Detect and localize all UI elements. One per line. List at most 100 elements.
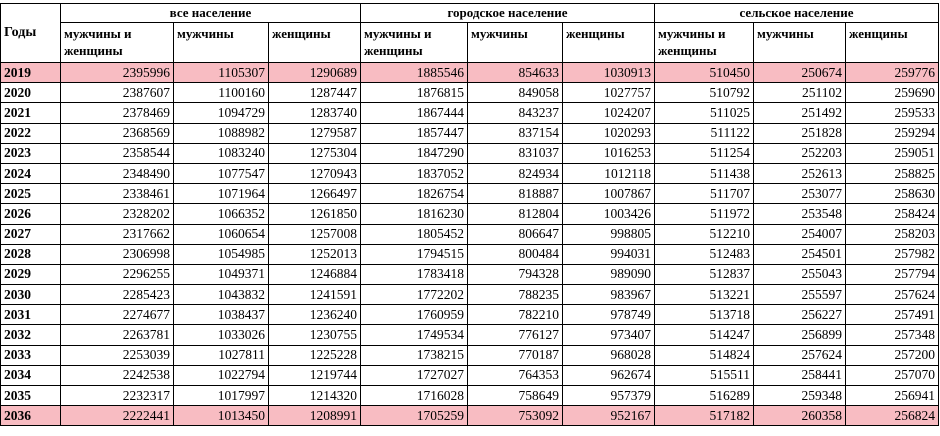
value-cell: 515511: [654, 364, 754, 387]
value-cell: 2285423: [60, 284, 174, 306]
value-cell: 800484: [467, 243, 563, 265]
value-cell: 1030913: [562, 61, 655, 84]
value-cell: 1283740: [268, 102, 361, 124]
value-cell: 1727027: [360, 364, 468, 387]
value-cell: 1003426: [562, 203, 655, 225]
value-cell: 2242538: [60, 364, 174, 387]
value-cell: 1257008: [268, 223, 361, 245]
value-cell: 255597: [753, 284, 846, 306]
value-cell: 259533: [845, 102, 939, 124]
value-cell: 2358544: [60, 142, 174, 164]
subheader-urban-both: мужчины и женщины: [360, 22, 468, 63]
value-cell: 2222441: [60, 405, 174, 427]
value-cell: 258441: [753, 364, 846, 387]
year-cell: 2019: [0, 61, 61, 84]
value-cell: 511438: [654, 162, 754, 185]
value-cell: 831037: [467, 142, 563, 164]
value-cell: 1716028: [360, 384, 468, 407]
value-cell: 1261850: [268, 203, 361, 225]
value-cell: 254501: [753, 243, 846, 265]
table-row: 2031 2274677 1038437 1236240 1760959 782210 97…: [0, 304, 939, 326]
value-cell: 511025: [654, 102, 754, 124]
value-cell: 259776: [845, 61, 939, 84]
value-cell: 1772202: [360, 284, 468, 306]
year-cell: 2035: [0, 384, 61, 407]
value-cell: 1083240: [173, 142, 269, 164]
value-cell: 260358: [753, 405, 846, 427]
value-cell: 1043832: [173, 284, 269, 306]
subheader-urban-women: женщины: [562, 22, 655, 63]
value-cell: 513718: [654, 304, 754, 326]
value-cell: 978749: [562, 304, 655, 326]
table-row: 2029 2296255 1049371 1246884 1783418 794328 98…: [0, 263, 939, 286]
value-cell: 251102: [753, 82, 846, 104]
value-cell: 770187: [467, 344, 563, 366]
value-cell: 1867444: [360, 102, 468, 124]
value-cell: 1876815: [360, 82, 468, 104]
value-cell: 1270943: [268, 162, 361, 185]
value-cell: 1007867: [562, 183, 655, 205]
value-cell: 259690: [845, 82, 939, 104]
value-cell: 251492: [753, 102, 846, 124]
value-cell: 1236240: [268, 304, 361, 326]
value-cell: 1219744: [268, 364, 361, 387]
value-cell: 1022794: [173, 364, 269, 387]
value-cell: 255043: [753, 263, 846, 286]
value-cell: 511707: [654, 183, 754, 205]
value-cell: 1105307: [173, 61, 269, 84]
year-cell: 2023: [0, 142, 61, 164]
value-cell: 776127: [467, 324, 563, 346]
value-cell: 2306998: [60, 243, 174, 265]
value-cell: 250674: [753, 61, 846, 84]
value-cell: 1016253: [562, 142, 655, 164]
value-cell: 2348490: [60, 162, 174, 185]
value-cell: 854633: [467, 61, 563, 84]
value-cell: 1088982: [173, 122, 269, 144]
subheader-total-women: женщины: [268, 22, 361, 63]
value-cell: 1816230: [360, 203, 468, 225]
value-cell: 2296255: [60, 263, 174, 286]
subheader-row: мужчины и женщины мужчины женщины мужчин…: [1, 22, 939, 63]
value-cell: 510450: [654, 61, 754, 84]
value-cell: 1012118: [562, 162, 655, 185]
value-cell: 782210: [467, 304, 563, 326]
value-cell: 257794: [845, 263, 939, 286]
value-cell: 983967: [562, 284, 655, 306]
table-row: 2026 2328202 1066352 1261850 1816230 812804 10…: [0, 203, 939, 225]
value-cell: 1246884: [268, 263, 361, 286]
value-cell: 258203: [845, 223, 939, 245]
value-cell: 1738215: [360, 344, 468, 366]
value-cell: 952167: [562, 405, 655, 427]
value-cell: 1013450: [173, 405, 269, 427]
value-cell: 962674: [562, 364, 655, 387]
table-row: 2022 2368569 1088982 1279587 1857447 837154 10…: [0, 122, 939, 144]
group-header-urban: городское население: [360, 3, 655, 23]
value-cell: 257348: [845, 324, 939, 346]
value-cell: 1805452: [360, 223, 468, 245]
value-cell: 794328: [467, 263, 563, 286]
group-header-row: Годы все население городское население с…: [0, 3, 939, 63]
value-cell: 1252013: [268, 243, 361, 265]
table-row: 2023 2358544 1083240 1275304 1847290 831037 10…: [0, 142, 939, 164]
group-header-rural: сельское население: [654, 3, 939, 23]
value-cell: 1241591: [268, 284, 361, 306]
value-cell: 257624: [845, 284, 939, 306]
value-cell: 1060654: [173, 223, 269, 245]
table-row: 2025 2338461 1071964 1266497 1826754 818887 10…: [0, 183, 939, 205]
value-cell: 256227: [753, 304, 846, 326]
value-cell: 1027811: [173, 344, 269, 366]
year-cell: 2030: [0, 284, 61, 306]
year-cell: 2027: [0, 223, 61, 245]
value-cell: 1100160: [173, 82, 269, 104]
value-cell: 1275304: [268, 142, 361, 164]
table-row: 2027 2317662 1060654 1257008 1805452 806647 99…: [0, 223, 939, 245]
value-cell: 257624: [753, 344, 846, 366]
subheader-urban-men: мужчины: [467, 22, 563, 63]
value-cell: 1760959: [360, 304, 468, 326]
subheader-total-both: мужчины и женщины: [60, 22, 174, 63]
table-row: 2019 2395996 1105307 1290689 1885546 854633 10…: [0, 61, 939, 84]
value-cell: 1783418: [360, 263, 468, 286]
value-cell: 256941: [845, 384, 939, 407]
value-cell: 253548: [753, 203, 846, 225]
value-cell: 511972: [654, 203, 754, 225]
